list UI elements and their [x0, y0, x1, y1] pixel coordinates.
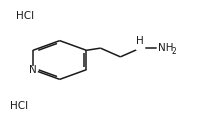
- Text: HCl: HCl: [16, 11, 34, 21]
- Circle shape: [28, 66, 38, 73]
- Text: 2: 2: [172, 47, 177, 56]
- Text: H: H: [137, 36, 144, 46]
- Text: NH: NH: [158, 43, 174, 53]
- Circle shape: [136, 45, 145, 51]
- Text: N: N: [29, 65, 37, 75]
- Text: HCl: HCl: [10, 101, 28, 111]
